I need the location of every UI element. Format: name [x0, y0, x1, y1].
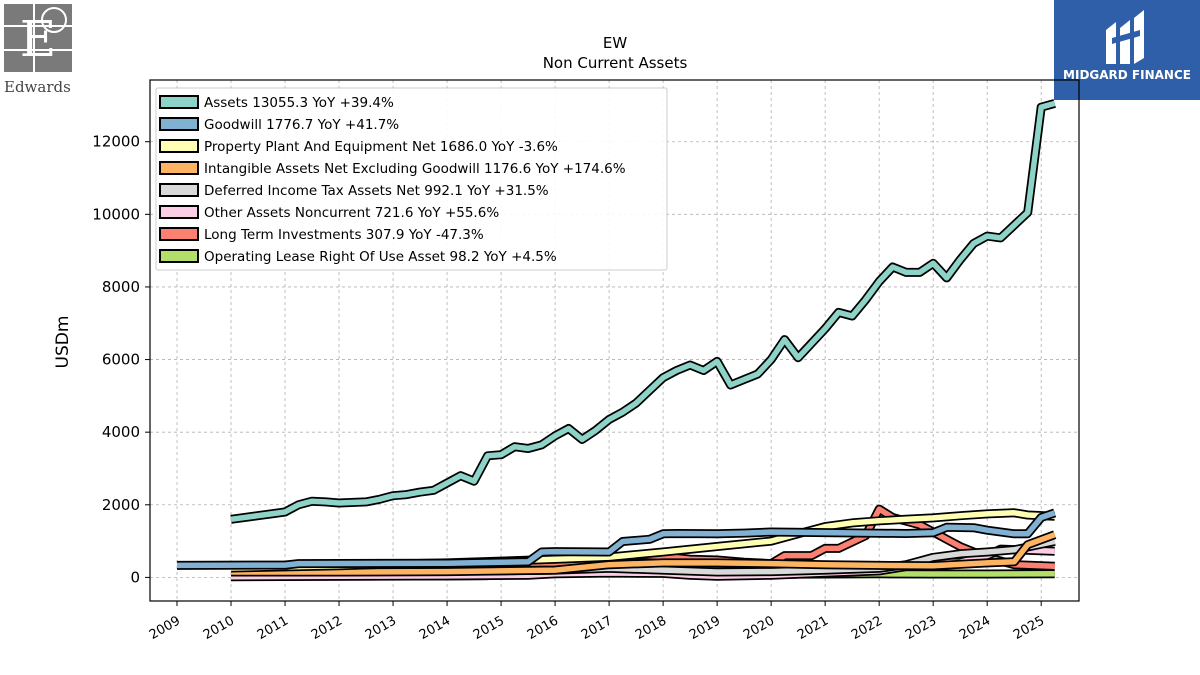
x-tick-label: 2016 — [525, 613, 561, 643]
x-tick-label: 2023 — [903, 613, 939, 643]
legend-entry: Other Assets Noncurrent 721.6 YoY +55.6% — [204, 205, 499, 221]
y-tick-label: 12000 — [92, 133, 140, 151]
chart-title: EW — [603, 34, 627, 52]
y-tick-label: 6000 — [102, 351, 140, 369]
y-tick-label: 0 — [130, 568, 140, 586]
x-tick-label: 2022 — [849, 613, 885, 643]
legend-entry: Property Plant And Equipment Net 1686.0 … — [204, 139, 558, 155]
midgard-logo-text: MIDGARD FINANCE — [1063, 68, 1191, 82]
y-tick-label: 2000 — [102, 496, 140, 514]
legend-swatch — [159, 139, 199, 153]
midgard-emblem-icon — [1106, 10, 1144, 64]
x-tick-label: 2014 — [417, 613, 453, 643]
legend-swatch — [159, 117, 199, 131]
x-tick-label: 2010 — [201, 613, 237, 643]
legend-entry: Operating Lease Right Of Use Asset 98.2 … — [204, 249, 557, 265]
x-tick-label: 2011 — [255, 613, 291, 643]
series-line — [231, 532, 1056, 575]
plot-frame — [149, 79, 1080, 602]
legend-entry: Goodwill 1776.7 YoY +41.7% — [204, 117, 399, 133]
x-tick-label: 2021 — [795, 613, 831, 643]
legend-entry: Assets 13055.3 YoY +39.4% — [204, 95, 394, 111]
series-line — [230, 100, 1056, 523]
legend-swatch — [159, 205, 199, 219]
x-tick-label: 2019 — [687, 613, 723, 643]
chart-subtitle: Non Current Assets — [543, 54, 688, 72]
series-line — [176, 510, 1056, 569]
legend-entry: Intangible Assets Net Excluding Goodwill… — [204, 161, 626, 177]
x-tick-label: 2020 — [741, 613, 777, 643]
x-tick-label: 2025 — [1011, 613, 1047, 643]
midgard-finance-logo: MIDGARD FINANCE — [1054, 0, 1200, 100]
y-axis-label: USDm — [53, 316, 73, 369]
y-tick-label: 4000 — [102, 423, 140, 441]
y-tick-label: 8000 — [102, 278, 140, 296]
x-tick-label: 2013 — [363, 613, 399, 643]
x-tick-label: 2024 — [957, 613, 993, 643]
legend-swatch — [159, 249, 199, 263]
x-tick-label: 2017 — [579, 613, 615, 643]
legend-swatch — [159, 161, 199, 175]
series-layer — [176, 99, 1057, 582]
x-tick-label: 2012 — [309, 613, 345, 643]
y-tick-label: 10000 — [92, 205, 140, 223]
company-logo: E Edwards — [4, 4, 76, 100]
legend-entry: Deferred Income Tax Assets Net 992.1 YoY… — [204, 183, 549, 199]
svg-text:E: E — [20, 10, 57, 68]
legend-swatch — [159, 183, 199, 197]
company-logo-text: Edwards — [4, 78, 71, 96]
legend-entry: Long Term Investments 307.9 YoY -47.3% — [204, 227, 484, 243]
legend-box — [155, 87, 668, 271]
legend: Assets 13055.3 YoY +39.4% Goodwill 1776.7… — [155, 87, 668, 271]
x-tick-label: 2015 — [471, 613, 507, 643]
legend-swatch — [159, 227, 199, 241]
legend-swatch — [159, 95, 199, 109]
x-tick-label: 2018 — [633, 613, 669, 643]
edwards-emblem-icon: E — [4, 4, 72, 72]
x-tick-label: 2009 — [147, 613, 183, 643]
